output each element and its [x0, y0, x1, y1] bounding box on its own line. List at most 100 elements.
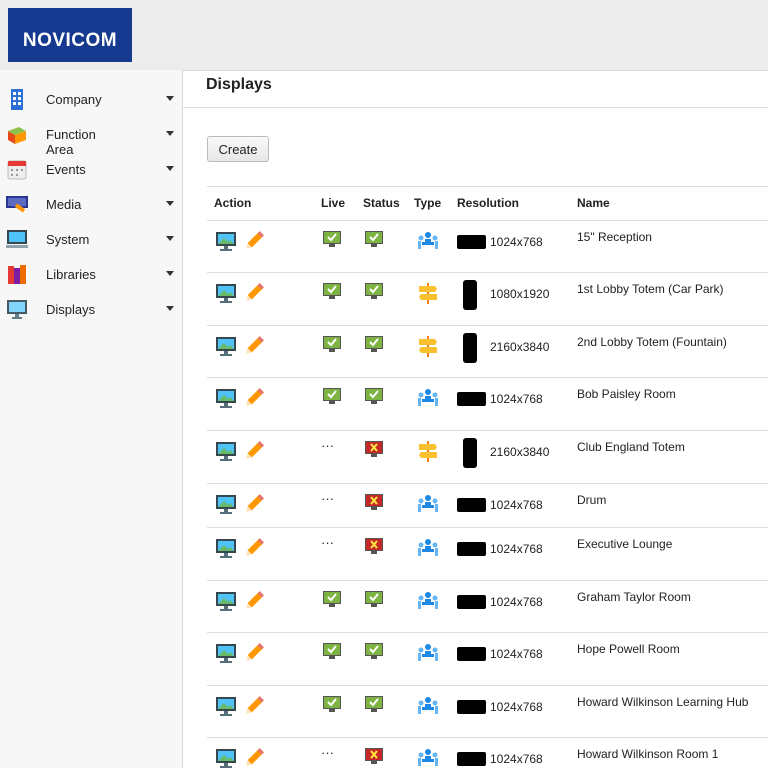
- icon-part: [246, 643, 264, 661]
- edit-icon[interactable]: [242, 694, 266, 718]
- menu-label: System: [46, 232, 90, 247]
- preview-icon[interactable]: [214, 746, 238, 768]
- icon-part: [246, 696, 264, 714]
- icon-part: [327, 698, 337, 707]
- edit-icon[interactable]: [242, 439, 266, 463]
- icon-part: [246, 231, 264, 249]
- preview-icon[interactable]: [214, 641, 238, 665]
- resolution-icon: [463, 280, 477, 310]
- edit-icon[interactable]: [242, 281, 266, 305]
- menu-label: Events: [46, 162, 86, 177]
- preview-icon[interactable]: [214, 386, 238, 410]
- icon-part: [224, 553, 228, 556]
- icon-part: [246, 441, 264, 459]
- menu-label: Libraries: [46, 267, 96, 282]
- icon-part: [418, 601, 421, 609]
- icon-part: [419, 347, 437, 353]
- icon-part: [425, 749, 431, 755]
- icon-part: [9, 302, 25, 312]
- type-icon: [416, 492, 440, 516]
- icon-part: [224, 298, 228, 301]
- icon-part: [224, 456, 228, 459]
- icon-part: [327, 593, 337, 602]
- edit-icon[interactable]: [242, 492, 266, 516]
- icon-part: [422, 505, 434, 508]
- icon-part: [329, 349, 335, 352]
- icon-part: [220, 609, 232, 611]
- icon-part: [246, 231, 264, 249]
- resolution: 1024x768: [490, 752, 543, 766]
- table-row: ··· 1024x768 Drum: [0, 483, 768, 527]
- icon-part: [246, 441, 264, 459]
- icon-part: [418, 539, 438, 556]
- display-name: 1st Lobby Totem (Car Park): [577, 282, 724, 296]
- icon-part: [218, 751, 234, 761]
- icon-part: [365, 388, 383, 404]
- icon-part: [216, 337, 236, 356]
- edit-icon[interactable]: [242, 536, 266, 560]
- icon-part: [369, 390, 379, 399]
- icon-part: [327, 645, 337, 654]
- icon-part: [419, 294, 437, 300]
- icon-part: [425, 546, 431, 549]
- resolution: 1080x1920: [490, 287, 550, 301]
- icon-part: [14, 203, 26, 213]
- edit-icon[interactable]: [242, 641, 266, 665]
- icon-part: [246, 453, 252, 459]
- edit-icon[interactable]: [242, 386, 266, 410]
- icon-part: [329, 604, 335, 607]
- menu-icon: [5, 227, 29, 251]
- icon-part: [246, 506, 252, 512]
- preview-icon[interactable]: [214, 229, 238, 253]
- edit-icon[interactable]: [242, 334, 266, 358]
- preview-icon[interactable]: [214, 492, 238, 516]
- icon-part: [220, 512, 232, 514]
- display-name: 15" Reception: [577, 230, 652, 244]
- icon-part: [246, 591, 264, 609]
- icon-part: [15, 131, 26, 144]
- resolution: 1024x768: [490, 595, 543, 609]
- live-text: ···: [321, 438, 334, 453]
- icon-part: [246, 283, 264, 301]
- edit-icon[interactable]: [242, 589, 266, 613]
- icon-part: [220, 354, 232, 356]
- preview-icon[interactable]: [214, 334, 238, 358]
- icon-part: [327, 233, 337, 242]
- icon-part: [422, 242, 434, 245]
- preview-icon[interactable]: [214, 589, 238, 613]
- icon-part: [432, 235, 438, 241]
- edit-icon[interactable]: [242, 229, 266, 253]
- icon-part: [7, 300, 27, 319]
- create-button[interactable]: Create: [207, 136, 269, 162]
- icon-part: [218, 646, 234, 656]
- icon-part: [246, 388, 264, 406]
- icon-part: [257, 591, 264, 598]
- icon-part: [6, 196, 28, 213]
- preview-icon[interactable]: [214, 439, 238, 463]
- status-icon: [362, 534, 386, 558]
- icon-part: [13, 102, 16, 105]
- table-row: 1024x768 Graham Taylor Room: [0, 580, 768, 632]
- icon-part: [329, 244, 335, 247]
- preview-icon[interactable]: [214, 536, 238, 560]
- icon-part: [365, 696, 383, 712]
- edit-icon[interactable]: [242, 746, 266, 768]
- menu-icon: [5, 87, 29, 111]
- icon-part: [18, 102, 21, 105]
- preview-icon[interactable]: [214, 694, 238, 718]
- icon-part: [257, 643, 264, 650]
- resolution-icon: [457, 595, 486, 609]
- icon-part: [419, 336, 437, 357]
- icon-part: [216, 232, 236, 251]
- icon-part: [369, 645, 379, 654]
- icon-part: [13, 92, 16, 95]
- resolution-icon: [457, 392, 486, 406]
- icon-part: [418, 758, 421, 766]
- icon-part: [422, 602, 434, 605]
- icon-part: [246, 696, 264, 714]
- icon-part: [425, 232, 431, 238]
- icon-part: [246, 494, 264, 512]
- logo: NOVICOM: [8, 8, 132, 62]
- preview-icon[interactable]: [214, 281, 238, 305]
